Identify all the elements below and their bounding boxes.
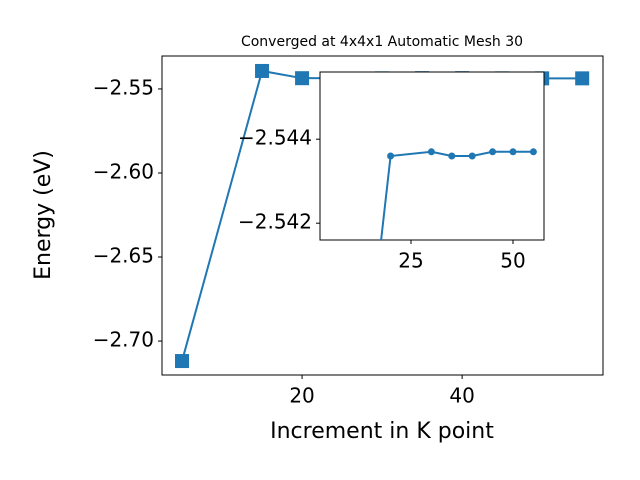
x-tick-label: 50 bbox=[500, 249, 525, 273]
y-tick-label: −2.55 bbox=[93, 75, 154, 99]
y-tick-label: −2.542 bbox=[238, 210, 312, 234]
y-tick-label: −2.70 bbox=[93, 328, 154, 352]
x-tick-label: 40 bbox=[449, 384, 474, 408]
marker bbox=[255, 63, 270, 78]
marker bbox=[387, 152, 395, 160]
x-tick-label: 25 bbox=[398, 249, 423, 273]
marker bbox=[575, 71, 590, 86]
marker bbox=[427, 148, 435, 156]
y-tick-label: −2.544 bbox=[238, 126, 312, 150]
marker bbox=[295, 71, 310, 86]
y-axis-label: Energy (eV) bbox=[31, 150, 56, 280]
x-tick-label: 20 bbox=[289, 384, 314, 408]
marker bbox=[448, 152, 456, 160]
plot-area bbox=[319, 71, 545, 241]
plot-clip bbox=[380, 148, 537, 240]
marker bbox=[175, 354, 190, 369]
y-tick-label: −2.65 bbox=[93, 244, 154, 268]
y-tick-label: −2.60 bbox=[93, 159, 154, 183]
marker bbox=[529, 148, 537, 156]
marker bbox=[509, 148, 517, 156]
chart-title: Converged at 4x4x1 Automatic Mesh 30 bbox=[241, 34, 523, 50]
marker bbox=[468, 152, 476, 160]
x-axis-label: Increment in K point bbox=[270, 419, 494, 444]
marker bbox=[489, 148, 497, 156]
